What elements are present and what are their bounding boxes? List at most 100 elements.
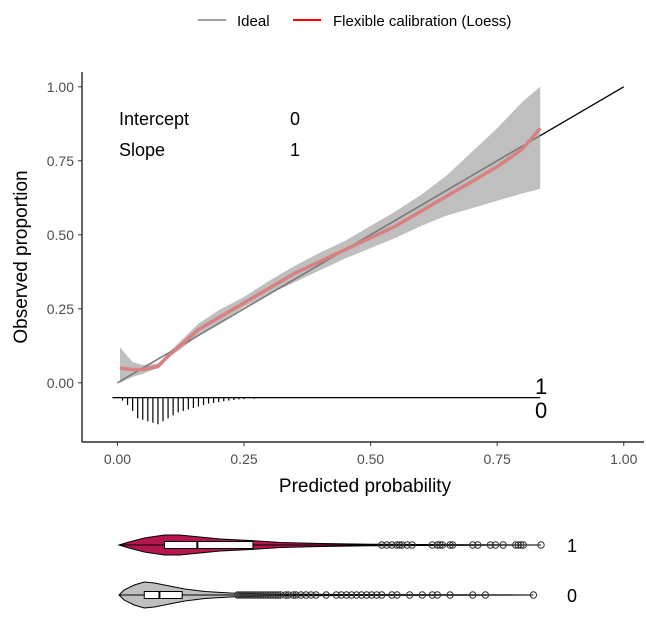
- y-axis-title: Observed proportion: [11, 170, 32, 343]
- violin-outlier-point: [312, 591, 320, 599]
- violin-label-event: 1: [567, 536, 577, 556]
- violin-outlier-point: [274, 591, 282, 599]
- violin-outlier-point: [393, 591, 401, 599]
- violin-outlier-point: [418, 591, 426, 599]
- violin-outlier-point: [393, 541, 401, 549]
- violin-outlier-point: [398, 541, 406, 549]
- violin-outlier-point: [246, 591, 255, 599]
- violin-outlier-point: [486, 541, 495, 549]
- violin-outlier-point: [438, 541, 447, 549]
- violin-outlier-point: [302, 591, 310, 599]
- violin-outlier-point: [408, 541, 416, 549]
- x-tick-label: 0.25: [230, 451, 257, 467]
- violin-outlier-point: [289, 591, 298, 599]
- violin-outlier-point: [269, 591, 277, 599]
- violin-outlier-point: [259, 591, 267, 599]
- violin-outlier-point: [352, 591, 361, 599]
- violin-outlier-point: [337, 591, 346, 599]
- violin-outlier-point: [378, 591, 386, 599]
- violin-outlier-point: [512, 541, 520, 549]
- x-ticks: 0.00 0.25 0.50 0.75 1.00: [104, 442, 638, 467]
- y-tick-label: 0.50: [47, 227, 74, 243]
- violin-outlier-point: [529, 591, 538, 599]
- violin-outlier-point: [499, 541, 507, 549]
- violin-outlier-point: [292, 591, 300, 599]
- violin-outlier-point: [347, 591, 356, 599]
- violin-outlier-point: [284, 591, 293, 599]
- violin-outlier-point: [491, 541, 500, 549]
- violin-box: [163, 541, 254, 549]
- violin-outlier-point: [241, 591, 250, 599]
- violin-plots: [117, 534, 545, 609]
- violin-outlier-point: [234, 591, 242, 599]
- y-tick-label: 0.25: [47, 301, 74, 317]
- slope-label: Slope: [119, 140, 165, 160]
- violin-outlier-point: [481, 591, 490, 599]
- y-ticks: 0.00 0.25 0.50 0.75 1.00: [47, 79, 82, 391]
- violin-outlier-point: [322, 591, 330, 599]
- violin-outlier-point: [519, 541, 528, 549]
- violin-outlier-point: [403, 541, 411, 549]
- violin-outlier-point: [307, 591, 315, 599]
- violin-outlier-point: [277, 591, 285, 599]
- violin-outlier-point: [332, 591, 341, 599]
- y-tick-label: 1.00: [47, 79, 74, 95]
- rug-label-event: 1: [535, 374, 547, 399]
- confidence-band-layer: [120, 86, 541, 383]
- calibration-lines-layer: [117, 86, 625, 384]
- x-tick-label: 0.75: [484, 451, 511, 467]
- violin-outlier-point: [244, 591, 252, 599]
- violin-outlier-point: [256, 591, 265, 599]
- violin-outlier-point: [388, 591, 396, 599]
- x-axis-title: Predicted probability: [279, 476, 452, 497]
- violin-outlier-point: [395, 541, 404, 549]
- rug-label-nonevent: 0: [535, 398, 547, 423]
- legend: Ideal Flexible calibration (Loess): [198, 13, 511, 30]
- violin-outlier-point: [236, 591, 244, 599]
- violin-outlier-point: [446, 591, 454, 599]
- violin-outlier-point: [469, 541, 477, 549]
- violin-outlier-point: [264, 591, 272, 599]
- ideal-line-overlay: [117, 135, 541, 384]
- violin-outlier-point: [433, 541, 442, 549]
- rug-layer: [112, 396, 541, 425]
- violin-outlier-point: [249, 591, 257, 599]
- violin-outlier-point: [271, 591, 280, 599]
- legend-label-loess: Flexible calibration (Loess): [333, 13, 511, 30]
- violin-outlier-point: [373, 591, 381, 599]
- violin-outlier-point: [514, 541, 522, 549]
- violin-outlier-point: [448, 541, 457, 549]
- loess-confidence-band: [120, 86, 541, 383]
- violin-outlier-point: [362, 591, 371, 599]
- violin-outlier-point: [474, 541, 482, 549]
- violin-outlier-point: [428, 591, 437, 599]
- intercept-value: 0: [290, 109, 300, 129]
- intercept-label: Intercept: [119, 109, 189, 129]
- violin-outlier-point: [254, 591, 262, 599]
- violin-outlier-point: [266, 591, 275, 599]
- violin-outlier-point: [433, 591, 442, 599]
- y-tick-label: 0.75: [47, 153, 74, 169]
- violin-outlier-point: [469, 591, 477, 599]
- x-tick-label: 1.00: [610, 451, 637, 467]
- violin-outlier-point: [446, 541, 454, 549]
- x-tick-label: 0.00: [104, 451, 131, 467]
- violin-box: [143, 591, 183, 599]
- violin-outlier-point: [436, 541, 444, 549]
- violin-outlier-point: [537, 541, 545, 549]
- violin-outlier-point: [405, 591, 414, 599]
- loess-line: [119, 127, 542, 372]
- violin-outlier-point: [388, 541, 396, 549]
- violin-outlier-point: [517, 541, 525, 549]
- violin-outlier-point: [239, 591, 247, 599]
- violin-outlier-point: [428, 541, 437, 549]
- violin-outlier-point: [251, 591, 260, 599]
- violin-outlier-point: [282, 591, 290, 599]
- violin-outlier-point: [357, 591, 366, 599]
- y-tick-label: 0.00: [47, 375, 74, 391]
- violin-outlier-point: [383, 541, 391, 549]
- violin-outlier-point: [261, 591, 270, 599]
- violin-outlier-point: [342, 591, 351, 599]
- violin-outlier-point: [367, 591, 376, 599]
